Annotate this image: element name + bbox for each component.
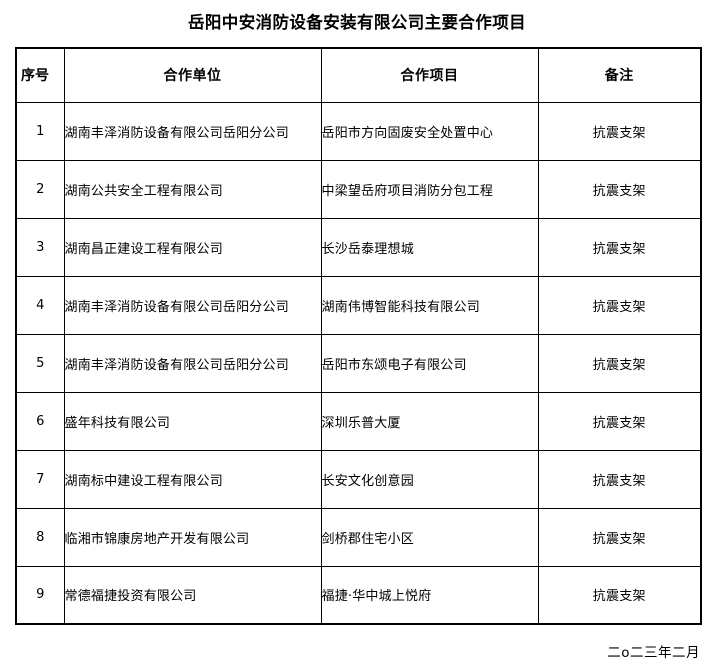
cell-index: 2 [15, 159, 65, 219]
table-row: 9 常德福捷投资有限公司 福捷·华中城上悦府 抗震支架 [15, 565, 702, 625]
cell-index: 3 [15, 217, 65, 277]
cell-project: 中梁望岳府项目消防分包工程 [320, 159, 539, 219]
cell-project: 深圳乐普大厦 [320, 391, 539, 451]
cell-project: 福捷·华中城上悦府 [320, 565, 539, 625]
cell-project: 岳阳市方向固废安全处置中心 [320, 101, 539, 161]
column-header-unit: 合作单位 [63, 47, 322, 103]
cell-unit: 常德福捷投资有限公司 [63, 565, 322, 625]
cell-index: 9 [15, 565, 65, 625]
cooperation-projects-table-container: 序号 合作单位 合作项目 备注 1 湖南丰泽消防设备有限公司岳阳分公司 岳阳市方… [15, 47, 702, 625]
cell-project: 剑桥郡住宅小区 [320, 507, 539, 567]
cell-project: 岳阳市东颂电子有限公司 [320, 333, 539, 393]
cell-note: 抗震支架 [537, 333, 702, 393]
page-title: 岳阳中安消防设备安装有限公司主要合作项目 [188, 13, 526, 32]
cell-unit: 临湘市锦康房地产开发有限公司 [63, 507, 322, 567]
cell-index: 8 [15, 507, 65, 567]
table-row: 2 湖南公共安全工程有限公司 中梁望岳府项目消防分包工程 抗震支架 [15, 159, 702, 219]
cell-project: 湖南伟博智能科技有限公司 [320, 275, 539, 335]
cell-index: 5 [15, 333, 65, 393]
table-row: 3 湖南昌正建设工程有限公司 长沙岳泰理想城 抗震支架 [15, 217, 702, 277]
cell-project: 长安文化创意园 [320, 449, 539, 509]
cell-unit: 湖南昌正建设工程有限公司 [63, 217, 322, 277]
column-header-index: 序号 [15, 47, 65, 103]
cell-note: 抗震支架 [537, 101, 702, 161]
table-header: 序号 合作单位 合作项目 备注 [15, 47, 702, 103]
cell-note: 抗震支架 [537, 565, 702, 625]
cell-note: 抗震支架 [537, 507, 702, 567]
table-row: 7 湖南标中建设工程有限公司 长安文化创意园 抗震支架 [15, 449, 702, 509]
column-header-note: 备注 [537, 47, 702, 103]
cell-unit: 盛年科技有限公司 [63, 391, 322, 451]
table-body: 1 湖南丰泽消防设备有限公司岳阳分公司 岳阳市方向固废安全处置中心 抗震支架 2… [15, 101, 702, 625]
cell-unit: 湖南丰泽消防设备有限公司岳阳分公司 [63, 333, 322, 393]
cell-note: 抗震支架 [537, 217, 702, 277]
table-row: 1 湖南丰泽消防设备有限公司岳阳分公司 岳阳市方向固废安全处置中心 抗震支架 [15, 101, 702, 161]
table-row: 8 临湘市锦康房地产开发有限公司 剑桥郡住宅小区 抗震支架 [15, 507, 702, 567]
cell-unit: 湖南标中建设工程有限公司 [63, 449, 322, 509]
cell-project: 长沙岳泰理想城 [320, 217, 539, 277]
cell-index: 4 [15, 275, 65, 335]
cell-unit: 湖南丰泽消防设备有限公司岳阳分公司 [63, 101, 322, 161]
table-row: 4 湖南丰泽消防设备有限公司岳阳分公司 湖南伟博智能科技有限公司 抗震支架 [15, 275, 702, 335]
cell-index: 1 [15, 101, 65, 161]
cell-note: 抗震支架 [537, 449, 702, 509]
cell-note: 抗震支架 [537, 275, 702, 335]
cell-unit: 湖南公共安全工程有限公司 [63, 159, 322, 219]
cooperation-projects-table: 序号 合作单位 合作项目 备注 1 湖南丰泽消防设备有限公司岳阳分公司 岳阳市方… [15, 47, 702, 625]
column-header-project: 合作项目 [320, 47, 539, 103]
cell-index: 7 [15, 449, 65, 509]
table-row: 6 盛年科技有限公司 深圳乐普大厦 抗震支架 [15, 391, 702, 451]
table-header-row: 序号 合作单位 合作项目 备注 [15, 47, 702, 103]
cell-note: 抗震支架 [537, 159, 702, 219]
cell-unit: 湖南丰泽消防设备有限公司岳阳分公司 [63, 275, 322, 335]
document-date: 二o二三年二月 [607, 645, 700, 661]
cell-note: 抗震支架 [537, 391, 702, 451]
table-row: 5 湖南丰泽消防设备有限公司岳阳分公司 岳阳市东颂电子有限公司 抗震支架 [15, 333, 702, 393]
cell-index: 6 [15, 391, 65, 451]
